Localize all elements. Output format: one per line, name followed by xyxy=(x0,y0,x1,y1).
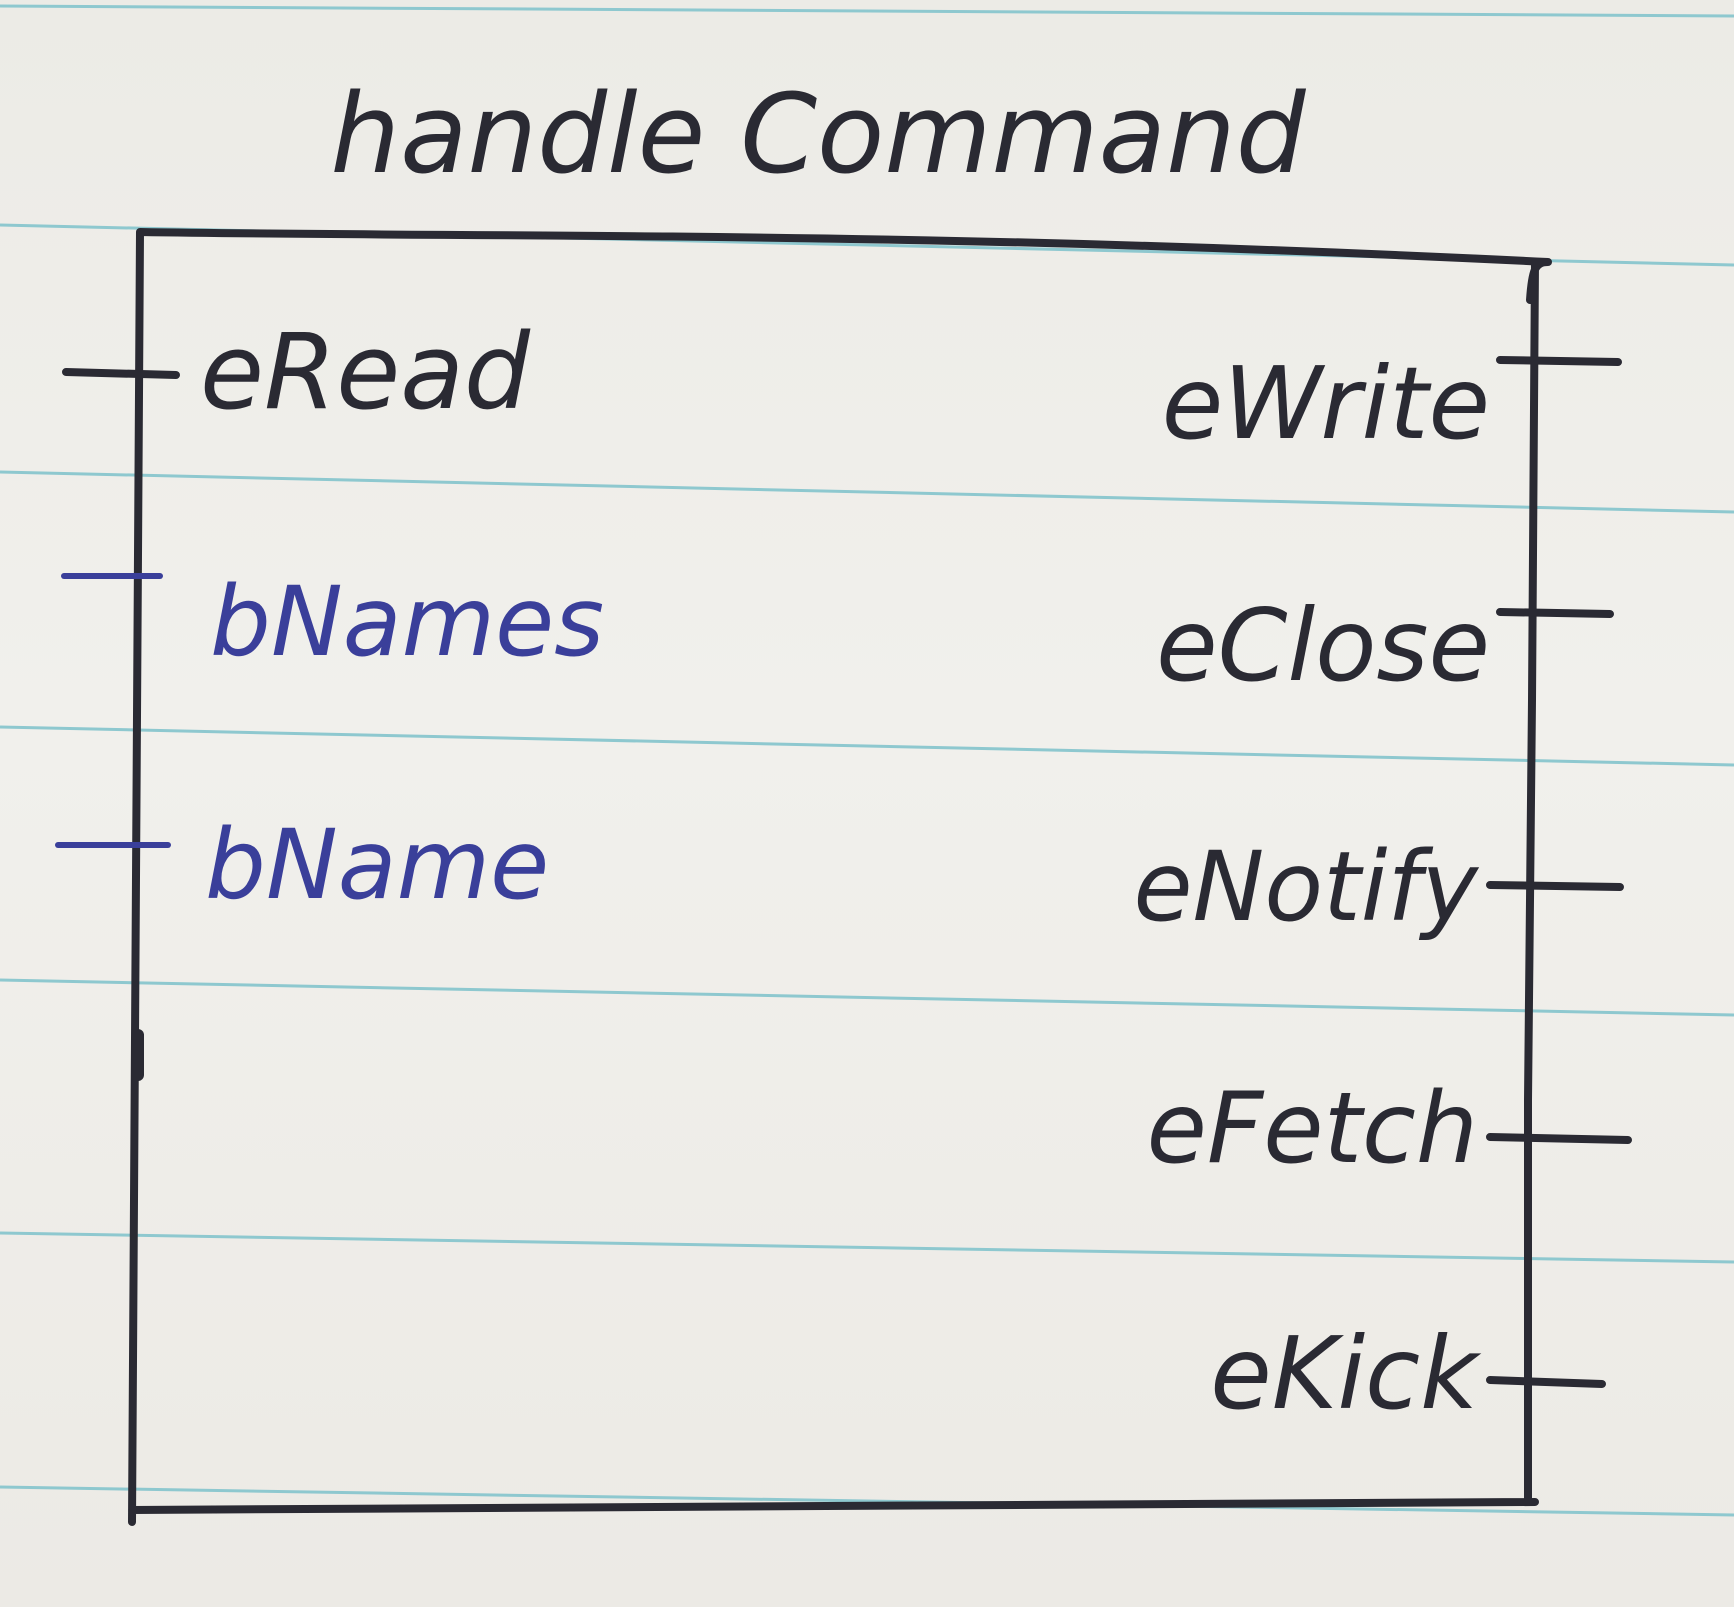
input-label-eread: eRead xyxy=(200,311,531,433)
input-pin-eread xyxy=(62,368,180,379)
output-pin-eclose xyxy=(1496,608,1614,618)
block-title: handle Command xyxy=(330,70,1306,198)
output-pin-ekick xyxy=(1486,1376,1606,1388)
input-label-bnames: bNames xyxy=(210,566,604,678)
output-label-efetch: eFetch xyxy=(1147,1072,1478,1186)
rule-line xyxy=(0,470,1734,514)
block-outline xyxy=(128,228,1552,1526)
rule-line xyxy=(0,4,1734,18)
input-label-bname: bName xyxy=(205,809,549,921)
output-pin-ewrite xyxy=(1496,356,1622,366)
output-pin-enotify xyxy=(1486,881,1624,891)
output-label-ekick: eKick xyxy=(1210,1315,1482,1432)
output-label-eclose: eClose xyxy=(1156,587,1490,704)
rule-line xyxy=(0,725,1734,767)
output-label-ewrite: eWrite xyxy=(1162,345,1490,462)
rule-line xyxy=(0,1485,1734,1517)
rule-line xyxy=(0,1231,1734,1264)
output-pin-efetch xyxy=(1486,1133,1632,1144)
output-label-enotify: eNotify xyxy=(1133,831,1479,943)
rule-line xyxy=(0,978,1734,1017)
